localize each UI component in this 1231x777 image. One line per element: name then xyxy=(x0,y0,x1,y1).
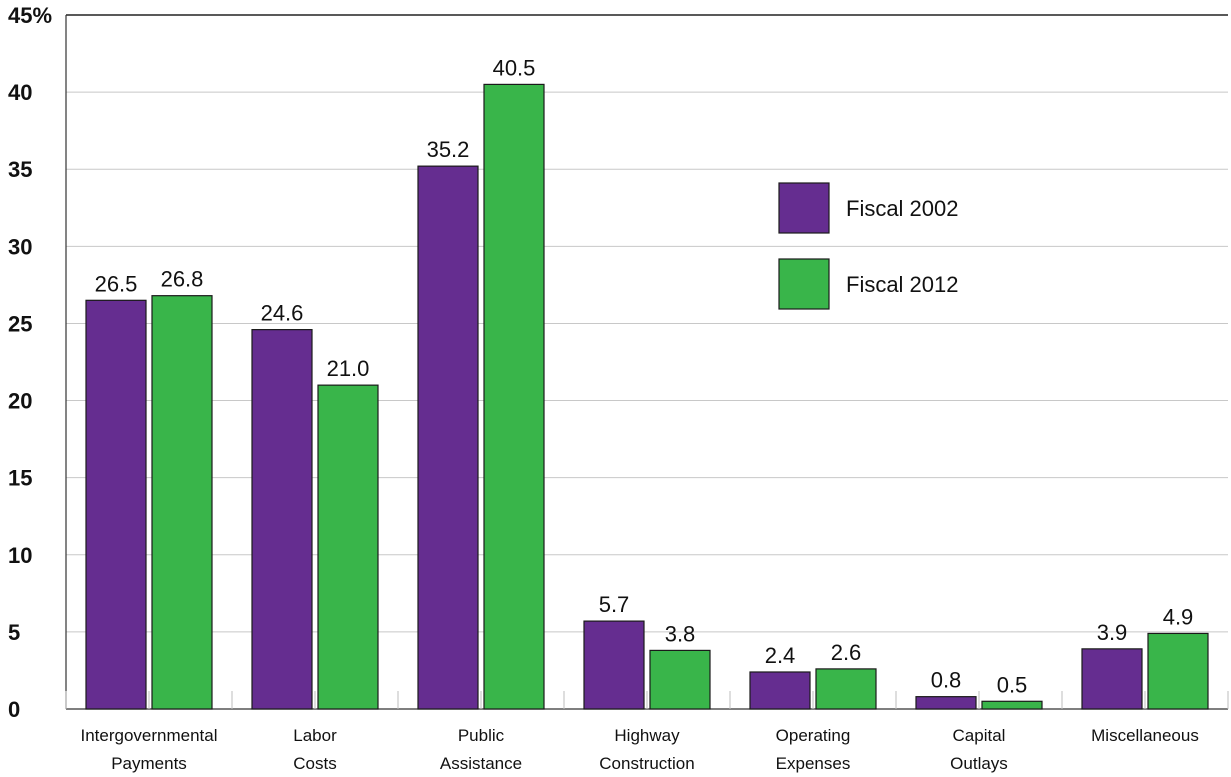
bar-fiscal-2012 xyxy=(151,295,213,710)
legend-label: Fiscal 2012 xyxy=(846,272,959,297)
data-label: 2.6 xyxy=(831,640,862,665)
legend-label: Fiscal 2002 xyxy=(846,196,959,221)
x-tick-label: Expenses xyxy=(776,754,851,773)
y-axis: 0 5 10 15 20 25 30 35 40 45% xyxy=(8,3,67,722)
bar-fiscal-2012 xyxy=(317,384,379,710)
data-label: 0.5 xyxy=(997,672,1028,697)
x-tick-label: Public xyxy=(458,726,505,745)
bar-fiscal-2002 xyxy=(251,329,313,710)
data-label: 4.9 xyxy=(1163,604,1194,629)
y-tick-label: 35 xyxy=(8,157,32,182)
x-tick-label: Labor xyxy=(293,726,337,745)
bars xyxy=(85,83,1209,710)
x-tick-label: Assistance xyxy=(440,754,522,773)
bar-fiscal-2002 xyxy=(85,299,147,710)
y-tick-label: 0 xyxy=(8,697,20,722)
y-tick-label: 20 xyxy=(8,389,32,414)
y-tick-label: 15 xyxy=(8,466,32,491)
x-tick-label: Operating xyxy=(776,726,851,745)
legend-swatch xyxy=(778,182,830,234)
bar-fiscal-2002 xyxy=(583,620,645,710)
legend: Fiscal 2002 Fiscal 2012 xyxy=(778,182,959,310)
bar-fiscal-2002 xyxy=(915,696,977,710)
data-label: 3.9 xyxy=(1097,620,1128,645)
data-label: 3.8 xyxy=(665,621,696,646)
data-label: 0.8 xyxy=(931,668,962,693)
data-label: 35.2 xyxy=(427,137,470,162)
y-tick-label: 25 xyxy=(8,311,32,336)
data-labels: 26.5 26.8 24.6 21.0 35.2 40.5 5.7 3.8 2.4 2.6 0.8 0… xyxy=(95,55,1194,697)
data-label: 24.6 xyxy=(261,301,304,326)
x-tick-label: Miscellaneous xyxy=(1091,726,1199,745)
x-tick-label: Outlays xyxy=(950,754,1008,773)
x-tick-label: Payments xyxy=(111,754,187,773)
data-label: 26.5 xyxy=(95,271,138,296)
x-tick-label: Construction xyxy=(599,754,694,773)
y-tick-label: 10 xyxy=(8,543,32,568)
y-tick-label: 45% xyxy=(8,3,52,28)
data-label: 5.7 xyxy=(599,592,630,617)
bar-fiscal-2002 xyxy=(417,165,479,710)
data-label: 26.8 xyxy=(161,267,204,292)
gridlines xyxy=(66,14,1228,633)
bar-fiscal-2012 xyxy=(649,649,711,710)
x-tick-label: Costs xyxy=(293,754,336,773)
bar-fiscal-2002 xyxy=(749,671,811,710)
bar-fiscal-2012 xyxy=(483,83,545,710)
x-axis: Intergovernmental Payments Labor Costs Publi… xyxy=(65,691,1229,773)
y-tick-label: 40 xyxy=(8,80,32,105)
x-tick-label: Capital xyxy=(953,726,1006,745)
x-tick-label: Highway xyxy=(614,726,680,745)
data-label: 21.0 xyxy=(327,356,370,381)
legend-swatch xyxy=(778,258,830,310)
bar-fiscal-2012 xyxy=(1147,632,1209,710)
y-tick-label: 30 xyxy=(8,234,32,259)
bar-fiscal-2002 xyxy=(1081,648,1143,710)
data-label: 2.4 xyxy=(765,643,796,668)
bar-fiscal-2012 xyxy=(815,668,877,710)
y-tick-label: 5 xyxy=(8,620,20,645)
bar-fiscal-2012 xyxy=(981,700,1043,710)
x-tick-label: Intergovernmental xyxy=(80,726,217,745)
data-label: 40.5 xyxy=(493,55,536,80)
